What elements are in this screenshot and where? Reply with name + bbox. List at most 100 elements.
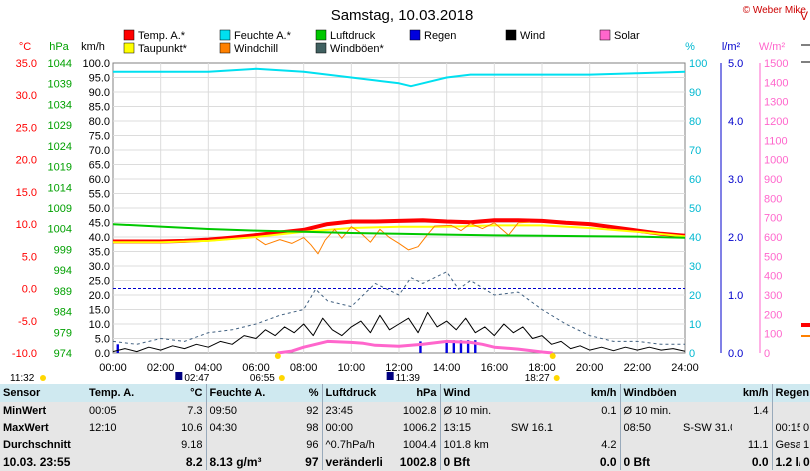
x-tick-label: 08:00 xyxy=(290,362,318,374)
stats-cell: 12:10 xyxy=(89,421,117,434)
axis-tick-humidity: 30 xyxy=(689,261,701,273)
chart-legend: Temp. A.* Feuchte A.* Luftdruck Regen Wind So… xyxy=(123,29,640,55)
stats-cell: 1.2 l/m² xyxy=(771,453,800,470)
legend-label: Regen xyxy=(424,30,456,42)
stats-cell: 8.13 g/m³ xyxy=(205,453,268,470)
axis-tick-temp: 0.0 xyxy=(22,284,37,296)
stats-cell: 9.18 xyxy=(181,438,203,451)
stats-cell: 00:05 xyxy=(89,404,117,417)
axis-tick-humidity: 10 xyxy=(689,319,701,331)
axis-tick-wind: 95.0 xyxy=(89,73,110,85)
axis-tick-rain: 0.0 xyxy=(728,348,743,360)
axis-tick-wind: 60.0 xyxy=(89,174,110,186)
axis-tick-pressure: 1039 xyxy=(48,79,72,91)
stats-cell xyxy=(680,453,732,470)
stats-header-row: Sensor Temp. A. °C Feuchte A.% Luftdruck hPa W… xyxy=(0,384,810,402)
axis-tick-temp: -5.0 xyxy=(18,316,37,328)
axis-tick-humidity: 100 xyxy=(689,58,707,70)
axis-unit-temp: °C xyxy=(19,41,31,53)
stats-cell: Gesamt: xyxy=(771,436,800,453)
stats-cell: 10.6 xyxy=(181,421,203,434)
stats-cell: 0 Bft xyxy=(619,453,680,470)
axis-tick-solar: 1100 xyxy=(764,135,788,147)
rain-bar xyxy=(474,340,477,353)
stats-header-cell: Wind xyxy=(439,384,556,402)
x-tick-label: 22:00 xyxy=(624,362,652,374)
x-tick-label: 16:00 xyxy=(481,362,509,374)
legend-swatch xyxy=(219,29,231,41)
axis-tick-pressure: 1009 xyxy=(48,203,72,215)
stats-row-label: MinWert xyxy=(3,404,47,417)
stats-cell: 0.0 xyxy=(803,454,810,469)
sunrise-icon xyxy=(278,375,285,381)
plot-grid xyxy=(113,63,685,353)
series-line-pressure xyxy=(112,223,686,239)
legend-swatch xyxy=(409,29,421,41)
axis-tick-rain: 4.0 xyxy=(728,116,743,128)
stats-cell xyxy=(771,402,800,419)
axis-tick-wind: 0.0 xyxy=(95,348,110,360)
axis-tick-temp: 25.0 xyxy=(16,122,37,134)
axis-tick-wind: 75.0 xyxy=(89,131,110,143)
stats-cell xyxy=(86,453,146,470)
weather-chart: Samstag, 10.03.2018 © Weber Mike Temp. A… xyxy=(10,5,810,384)
rain-bar xyxy=(445,340,448,353)
stats-row: Durchschnitt 9.18 96 ^0.7hPa/h 1004.4 101.8 k… xyxy=(0,436,810,453)
series-line-solar xyxy=(277,339,553,355)
axis-tick-wind: 85.0 xyxy=(89,102,110,114)
axis-tick-solar: 1000 xyxy=(764,155,788,167)
axis-tick-wind: 5.0 xyxy=(95,334,110,346)
axis-tick-pressure: 989 xyxy=(54,286,72,298)
stats-header-cell: Temp. A. xyxy=(86,384,146,402)
legend-swatch xyxy=(505,29,517,41)
stats-cell xyxy=(496,402,556,419)
stats-cell: ^0.7hPa/h xyxy=(321,436,382,453)
series-line-wind xyxy=(112,311,686,353)
axis-tick-wind: 100.0 xyxy=(82,58,110,70)
axis-tick-pressure: 994 xyxy=(54,265,72,277)
stats-cell xyxy=(496,453,556,470)
moonset-label: 11:39 xyxy=(396,373,421,384)
axis-tick-pressure: 1029 xyxy=(48,120,72,132)
chart-title: Samstag, 10.03.2018 xyxy=(331,7,474,24)
axis-tick-temp: 20.0 xyxy=(16,155,37,167)
stats-header-cell: Sensor xyxy=(0,384,86,402)
sunset-label: 18:27 xyxy=(525,373,550,384)
stats-cell: 11.1 xyxy=(747,438,769,451)
axis-tick-pressure: 1034 xyxy=(48,99,72,111)
credit-text: © Weber Mike xyxy=(743,5,807,16)
axis-tick-humidity: 70 xyxy=(689,145,701,157)
axis-tick-pressure: 984 xyxy=(54,307,72,319)
left-time-label: 11:32 xyxy=(10,373,35,384)
stats-cell: 09:50 xyxy=(205,402,268,419)
axis-tick-temp: -10.0 xyxy=(12,348,37,360)
stats-cell: 101.8 km xyxy=(439,436,496,453)
legend-label: Luftdruck xyxy=(330,30,376,42)
axis-tick-pressure: 1024 xyxy=(48,141,72,153)
series-line-temp xyxy=(113,218,686,244)
axis-tick-humidity: 60 xyxy=(689,174,701,186)
stats-cell: 98 xyxy=(306,421,319,434)
stats-cell: 00:00 xyxy=(321,419,382,436)
stats-cell: S-SW 31.0 xyxy=(683,421,732,434)
stats-header-cell: km/h xyxy=(732,384,772,402)
x-tick-label: 00:00 xyxy=(99,362,127,374)
axis-tick-rain: 5.0 xyxy=(728,58,743,70)
stats-cell: 4.2 xyxy=(601,438,617,451)
stats-cell xyxy=(205,436,268,453)
legend-label: Windböen* xyxy=(330,43,385,55)
stats-cell: 00:15 xyxy=(771,419,800,436)
legend-label: Taupunkt* xyxy=(138,43,188,55)
axis-tick-temp: 15.0 xyxy=(16,187,37,199)
x-tick-label: 24:00 xyxy=(671,362,699,374)
stats-cell: 96 xyxy=(306,438,319,451)
stats-cell: 92 xyxy=(306,404,319,417)
rain-bar xyxy=(419,341,422,353)
stats-cell xyxy=(496,436,556,453)
stats-cell: 7.3 xyxy=(187,404,203,417)
stats-header-cell: % xyxy=(268,384,322,402)
stats-row: MaxWert 12:10 10.6 04:30 98 00:00 1006.2 13:15 S… xyxy=(0,419,810,436)
axis-tick-wind: 30.0 xyxy=(89,261,110,273)
x-tick-label: 04:00 xyxy=(195,362,223,374)
stats-cell: 0 Bft xyxy=(439,453,496,470)
